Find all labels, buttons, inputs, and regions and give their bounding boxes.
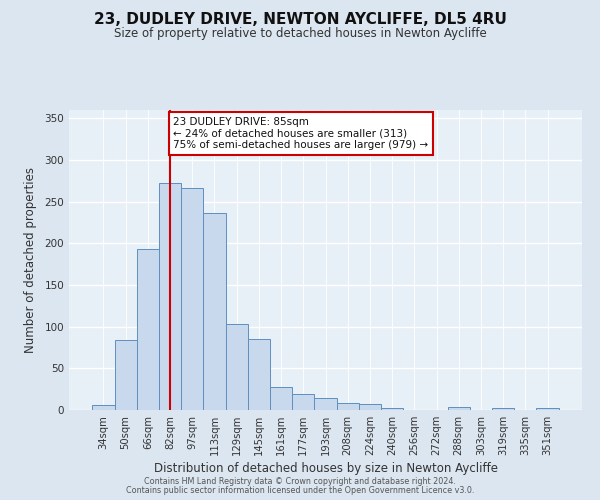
- Bar: [337, 404, 359, 410]
- Bar: [448, 406, 470, 410]
- X-axis label: Distribution of detached houses by size in Newton Aycliffe: Distribution of detached houses by size …: [154, 462, 497, 475]
- Bar: [226, 324, 248, 410]
- Text: Contains HM Land Registry data © Crown copyright and database right 2024.: Contains HM Land Registry data © Crown c…: [144, 477, 456, 486]
- Bar: [381, 408, 403, 410]
- Bar: [92, 405, 115, 410]
- Text: 23 DUDLEY DRIVE: 85sqm
← 24% of detached houses are smaller (313)
75% of semi-de: 23 DUDLEY DRIVE: 85sqm ← 24% of detached…: [173, 116, 428, 150]
- Bar: [292, 394, 314, 410]
- Bar: [536, 408, 559, 410]
- Bar: [203, 214, 226, 410]
- Bar: [314, 398, 337, 410]
- Bar: [359, 404, 381, 410]
- Y-axis label: Number of detached properties: Number of detached properties: [25, 167, 37, 353]
- Text: 23, DUDLEY DRIVE, NEWTON AYCLIFFE, DL5 4RU: 23, DUDLEY DRIVE, NEWTON AYCLIFFE, DL5 4…: [94, 12, 506, 28]
- Text: Size of property relative to detached houses in Newton Aycliffe: Size of property relative to detached ho…: [113, 28, 487, 40]
- Text: Contains public sector information licensed under the Open Government Licence v3: Contains public sector information licen…: [126, 486, 474, 495]
- Bar: [137, 249, 159, 410]
- Bar: [492, 408, 514, 410]
- Bar: [159, 184, 181, 410]
- Bar: [115, 340, 137, 410]
- Bar: [181, 188, 203, 410]
- Bar: [270, 386, 292, 410]
- Bar: [248, 339, 270, 410]
